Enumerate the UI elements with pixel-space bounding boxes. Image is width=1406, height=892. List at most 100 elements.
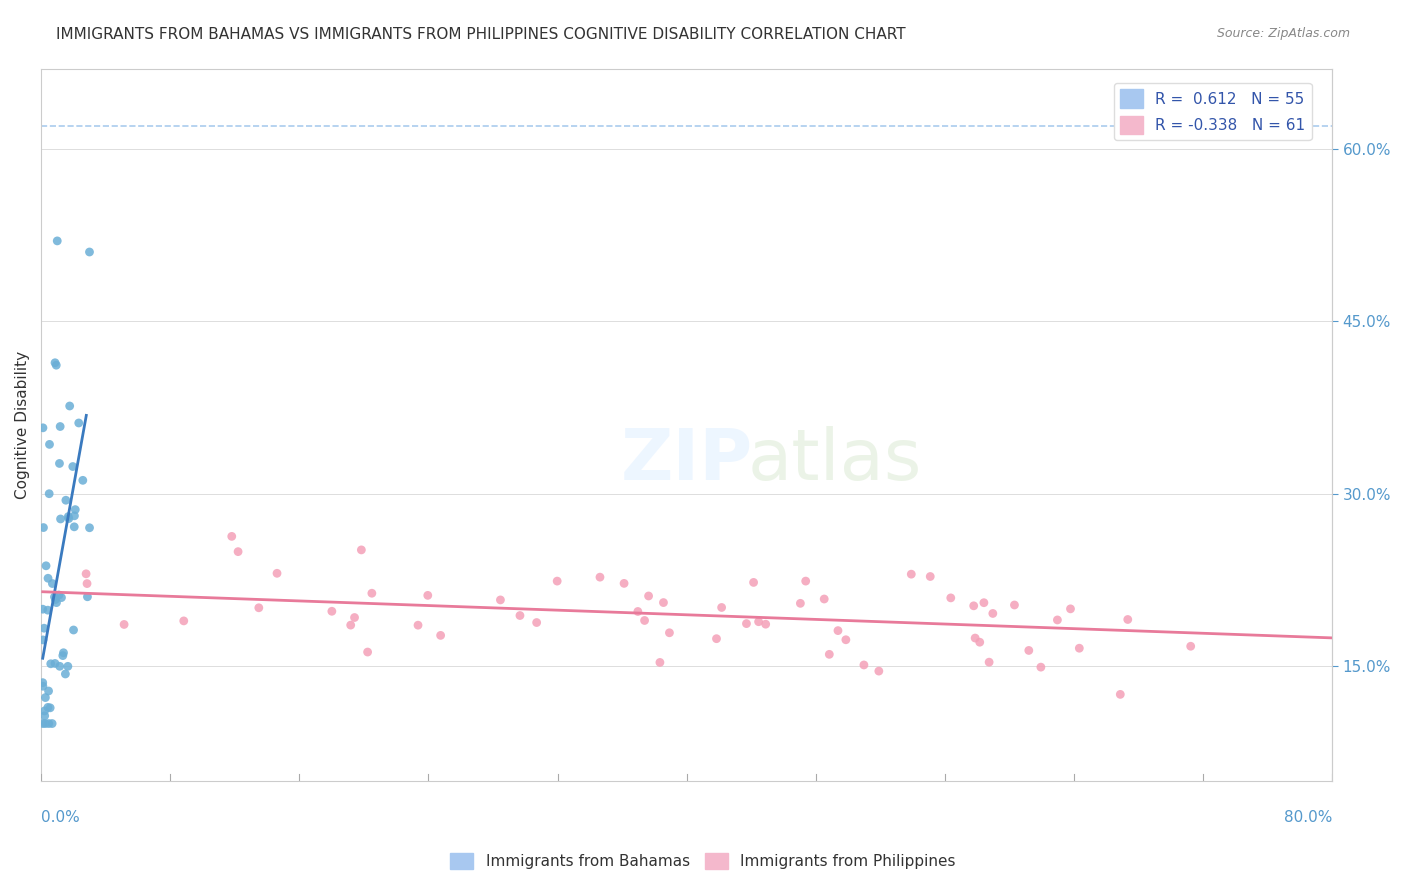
Point xyxy=(939,591,962,605)
Point xyxy=(1116,612,1139,626)
Point xyxy=(32,621,55,635)
Point xyxy=(963,599,986,613)
Point xyxy=(1069,641,1091,656)
Point xyxy=(72,473,94,487)
Point xyxy=(55,493,77,508)
Point xyxy=(45,358,67,372)
Point xyxy=(813,592,835,607)
Point xyxy=(1004,598,1026,612)
Point xyxy=(37,571,59,585)
Point xyxy=(868,664,890,678)
Point xyxy=(38,486,60,500)
Point xyxy=(827,624,849,638)
Text: 0.0%: 0.0% xyxy=(41,810,80,824)
Point xyxy=(1018,643,1040,657)
Point xyxy=(35,558,58,573)
Point xyxy=(1180,640,1202,654)
Point xyxy=(742,575,765,590)
Point xyxy=(58,511,80,525)
Point xyxy=(62,623,84,637)
Point xyxy=(350,542,373,557)
Point xyxy=(1109,687,1132,701)
Point xyxy=(981,607,1004,621)
Point xyxy=(46,234,69,248)
Point xyxy=(44,590,66,604)
Point xyxy=(38,684,60,698)
Text: Source: ZipAtlas.com: Source: ZipAtlas.com xyxy=(1216,27,1350,40)
Point xyxy=(613,576,636,591)
Point xyxy=(221,529,243,543)
Point xyxy=(62,459,84,474)
Point xyxy=(79,245,101,260)
Point xyxy=(627,605,650,619)
Point xyxy=(52,648,75,663)
Point xyxy=(965,631,987,645)
Point xyxy=(32,632,55,647)
Point xyxy=(977,655,1000,669)
Point xyxy=(343,610,366,624)
Point xyxy=(818,648,841,662)
Point xyxy=(652,596,675,610)
Legend: Immigrants from Bahamas, Immigrants from Philippines: Immigrants from Bahamas, Immigrants from… xyxy=(444,847,962,875)
Point xyxy=(1059,602,1081,616)
Point xyxy=(920,569,942,583)
Point xyxy=(835,632,858,647)
Point xyxy=(32,421,55,435)
Point xyxy=(48,659,70,673)
Point xyxy=(339,618,361,632)
Text: atlas: atlas xyxy=(748,425,922,495)
Point xyxy=(266,566,288,581)
Point xyxy=(76,576,98,591)
Point xyxy=(969,635,991,649)
Point xyxy=(44,657,66,671)
Point xyxy=(852,657,875,672)
Point xyxy=(79,521,101,535)
Point xyxy=(789,596,811,610)
Point xyxy=(48,588,70,602)
Point xyxy=(41,716,63,731)
Point xyxy=(41,576,63,591)
Legend: R =  0.612   N = 55, R = -0.338   N = 61: R = 0.612 N = 55, R = -0.338 N = 61 xyxy=(1114,83,1312,140)
Point xyxy=(76,590,98,604)
Point xyxy=(39,657,62,671)
Point xyxy=(31,675,53,690)
Text: ZIP: ZIP xyxy=(620,425,752,495)
Point xyxy=(226,544,249,558)
Text: 80.0%: 80.0% xyxy=(1284,810,1331,824)
Point xyxy=(34,708,56,723)
Point xyxy=(406,618,429,632)
Point xyxy=(173,614,195,628)
Point xyxy=(37,603,59,617)
Point xyxy=(360,586,382,600)
Point xyxy=(49,419,72,434)
Point xyxy=(34,716,56,731)
Point xyxy=(755,617,778,632)
Point xyxy=(356,645,378,659)
Point xyxy=(52,646,75,660)
Point xyxy=(1046,613,1069,627)
Point xyxy=(59,399,82,413)
Point xyxy=(794,574,817,588)
Point xyxy=(65,502,87,516)
Point xyxy=(63,508,86,523)
Point xyxy=(31,602,53,616)
Point xyxy=(637,589,659,603)
Point xyxy=(658,625,681,640)
Point xyxy=(648,656,671,670)
Point xyxy=(710,600,733,615)
Point xyxy=(49,512,72,526)
Point xyxy=(900,567,922,582)
Point xyxy=(489,593,512,607)
Point xyxy=(51,591,73,605)
Point xyxy=(526,615,548,630)
Point xyxy=(735,616,758,631)
Point xyxy=(34,704,56,718)
Point xyxy=(56,659,79,673)
Point xyxy=(973,596,995,610)
Point xyxy=(633,614,655,628)
Point xyxy=(509,608,531,623)
Point xyxy=(58,509,80,524)
Point xyxy=(321,604,343,618)
Point xyxy=(44,356,66,370)
Point xyxy=(37,700,59,714)
